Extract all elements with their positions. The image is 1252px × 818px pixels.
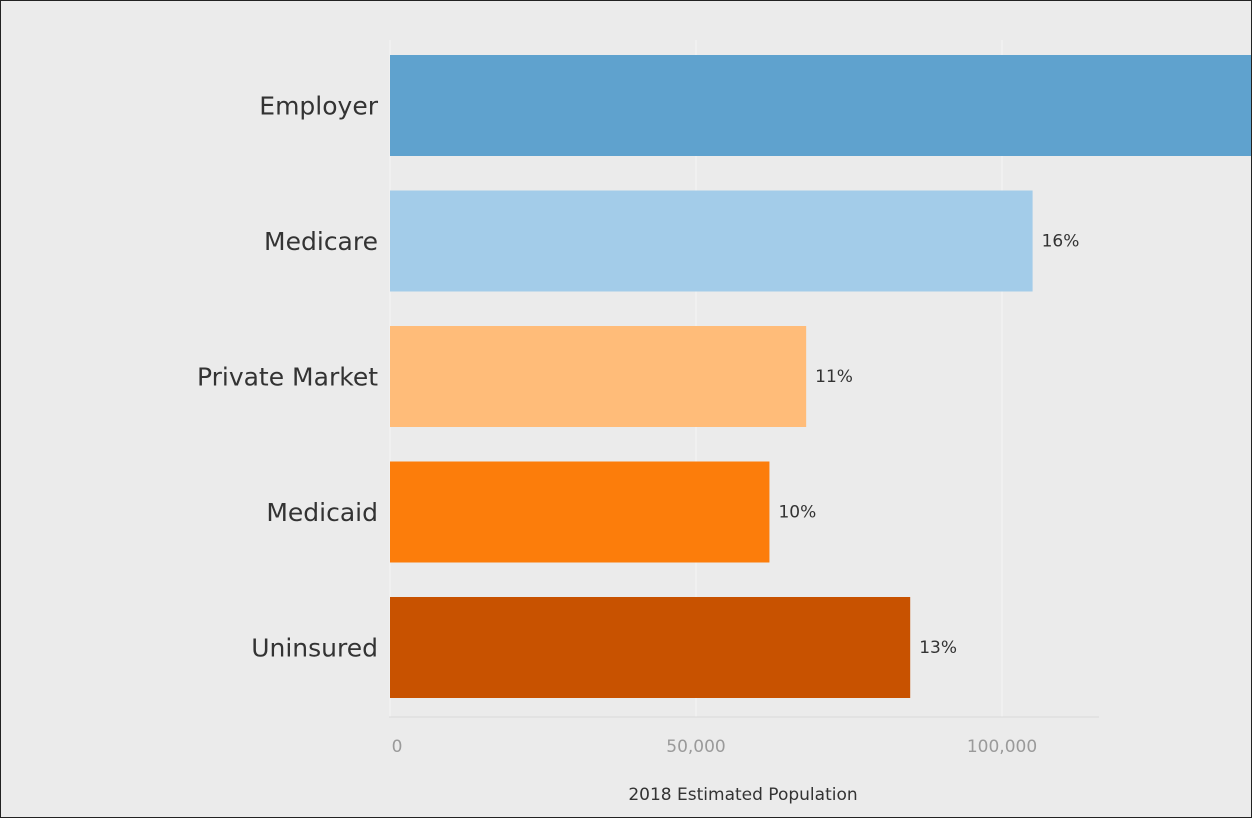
category-label-private-market: Private Market xyxy=(197,363,378,392)
bar-employer[interactable] xyxy=(390,55,1251,156)
bar-medicare[interactable] xyxy=(390,190,1033,292)
data-label-private-market: 11% xyxy=(815,367,853,387)
data-labels: 50%16%11%10%13% xyxy=(778,232,1080,659)
x-tick-label: 100,000 xyxy=(967,737,1037,757)
bar-medicaid[interactable] xyxy=(390,461,770,563)
category-label-medicare: Medicare xyxy=(264,227,378,256)
bar-private-market[interactable] xyxy=(390,326,807,427)
data-label-medicaid: 10% xyxy=(778,503,816,523)
category-label-uninsured: Uninsured xyxy=(251,634,378,663)
data-label-medicare: 16% xyxy=(1042,232,1080,252)
x-tick-label: 0 xyxy=(392,737,403,757)
bar-uninsured[interactable] xyxy=(390,597,911,698)
bars xyxy=(390,55,1251,698)
x-tick-label: 50,000 xyxy=(666,737,725,757)
x-axis-ticks: 050,000100,000150,000200,000250,000300,0… xyxy=(392,737,1038,757)
category-label-employer: Employer xyxy=(259,92,378,121)
data-label-uninsured: 13% xyxy=(919,638,957,658)
x-axis-title: 2018 Estimated Population xyxy=(628,785,857,805)
category-label-medicaid: Medicaid xyxy=(266,498,378,527)
category-labels: Employer Medicare Private Market Medicaid Un… xyxy=(197,92,379,663)
